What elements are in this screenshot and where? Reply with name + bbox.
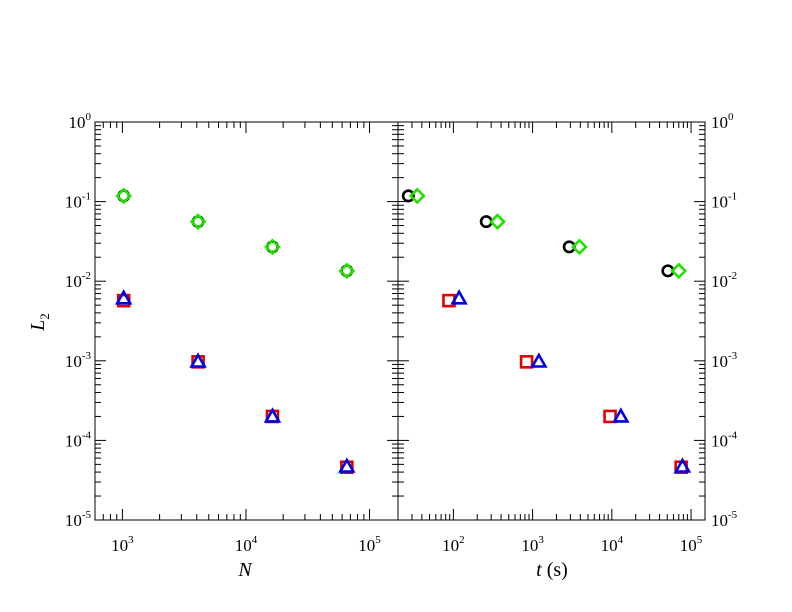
triangle-point — [189, 352, 207, 368]
y-tick-label: 10-3 — [711, 350, 738, 371]
diamond-point — [571, 238, 588, 256]
square-point — [603, 409, 617, 424]
triangle-point — [612, 407, 630, 423]
x-tick-label: 102 — [442, 534, 465, 555]
triangle-point — [530, 352, 548, 368]
triangle-point — [673, 457, 692, 473]
y-tick-label: 10-3 — [65, 350, 92, 371]
y-tick-label: 10-4 — [711, 429, 738, 450]
y-axis-title: L2 — [27, 313, 52, 332]
y-tick-label: 10-4 — [65, 429, 92, 450]
x-tick-label: 103 — [111, 534, 134, 555]
right-panel: 10-5 10-4 10-3 10-2 10-1 100 102 103 104 105 — [397, 111, 738, 555]
y-tick-label: 100 — [69, 111, 92, 132]
triangle-point — [450, 289, 468, 305]
triangle-point — [338, 457, 356, 473]
y-tick-label: 10-2 — [65, 270, 91, 291]
square-point — [519, 355, 534, 369]
circle-point — [401, 189, 415, 203]
y-tick-label: 100 — [711, 111, 734, 132]
diamond-point — [189, 213, 207, 230]
y-tick-label: 10-5 — [65, 509, 92, 530]
diamond-point — [670, 262, 688, 280]
diamond-point — [115, 187, 133, 205]
diamond-point — [264, 238, 281, 256]
x-tick-label: 103 — [521, 534, 544, 555]
diamond-point — [338, 262, 356, 280]
y-tick-label: 10-1 — [711, 191, 737, 212]
plot-frame — [94, 121, 399, 521]
left-x-axis-title: N — [237, 559, 253, 581]
x-tick-label: 105 — [358, 534, 381, 555]
diamond-point — [489, 213, 506, 230]
triangle-point — [114, 289, 133, 305]
x-tick-label: 105 — [680, 534, 703, 555]
right-x-axis-title: t (s) — [536, 559, 568, 581]
x-tick-label: 104 — [601, 534, 624, 555]
left-panel: 10-5 10-4 10-3 10-2 10-1 100 103 104 105 — [65, 111, 399, 555]
y-tick-label: 10-1 — [65, 191, 91, 212]
x-tick-label: 104 — [235, 534, 258, 555]
triangle-point — [263, 407, 282, 423]
diamond-point — [408, 187, 426, 205]
y-tick-label: 10-5 — [711, 509, 738, 530]
y-tick-label: 10-2 — [711, 270, 737, 291]
plot-frame — [397, 121, 706, 521]
